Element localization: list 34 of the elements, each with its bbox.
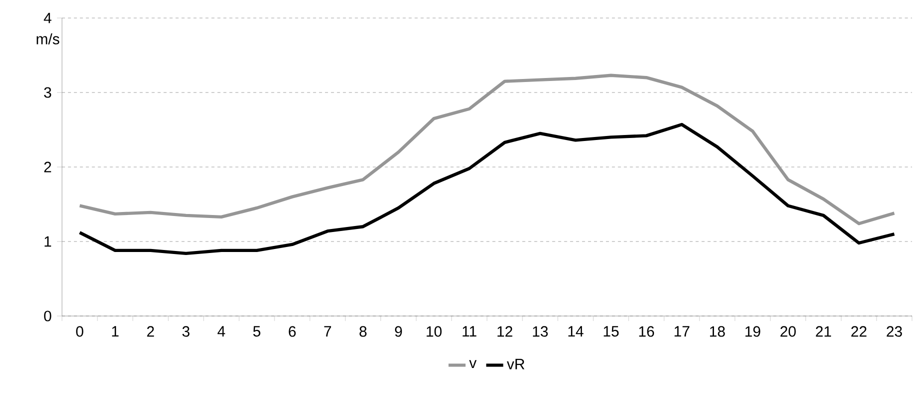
x-tick-label: 18 (710, 326, 725, 337)
y-tick-label: 4 (44, 12, 52, 24)
y-tick-label: 2 (44, 162, 52, 172)
y-tick-label: 1 (44, 236, 52, 247)
legend-label: vR (506, 358, 524, 370)
x-tick-label: 22 (851, 326, 866, 337)
line-series (78, 122, 896, 256)
line-series (78, 74, 896, 226)
y-tick-label: 0 (44, 310, 52, 322)
x-tick-label: 7 (324, 326, 332, 336)
x-tick-label: 20 (780, 326, 796, 337)
x-tick-label: 12 (498, 326, 512, 337)
x-tick-label: 4 (218, 326, 226, 336)
x-tick-label: 21 (816, 326, 832, 337)
x-tick-label: 14 (568, 326, 584, 336)
x-tick-label: 9 (395, 326, 402, 337)
x-tick-label: 0 (76, 326, 84, 337)
x-tick-label: 1 (112, 326, 119, 336)
x-tick-label: 17 (674, 326, 690, 336)
y-axis-title: m/s (36, 33, 60, 44)
x-tick-label: 16 (639, 326, 654, 337)
x-tick-label: 5 (253, 326, 260, 337)
x-tick-label: 3 (182, 326, 190, 337)
x-tick-label: 2 (147, 326, 154, 337)
x-tick-label: 8 (360, 326, 367, 337)
x-tick-label: 11 (462, 326, 476, 336)
x-tick-label: 6 (288, 326, 296, 337)
x-tick-label: 23 (886, 326, 902, 337)
y-tick-label: 3 (44, 87, 52, 98)
x-tick-label: 13 (532, 326, 548, 337)
x-tick-label: 10 (426, 326, 442, 337)
x-tick-label: 19 (745, 326, 760, 337)
x-tick-label: 15 (604, 326, 619, 337)
legend-label: v (469, 360, 477, 368)
